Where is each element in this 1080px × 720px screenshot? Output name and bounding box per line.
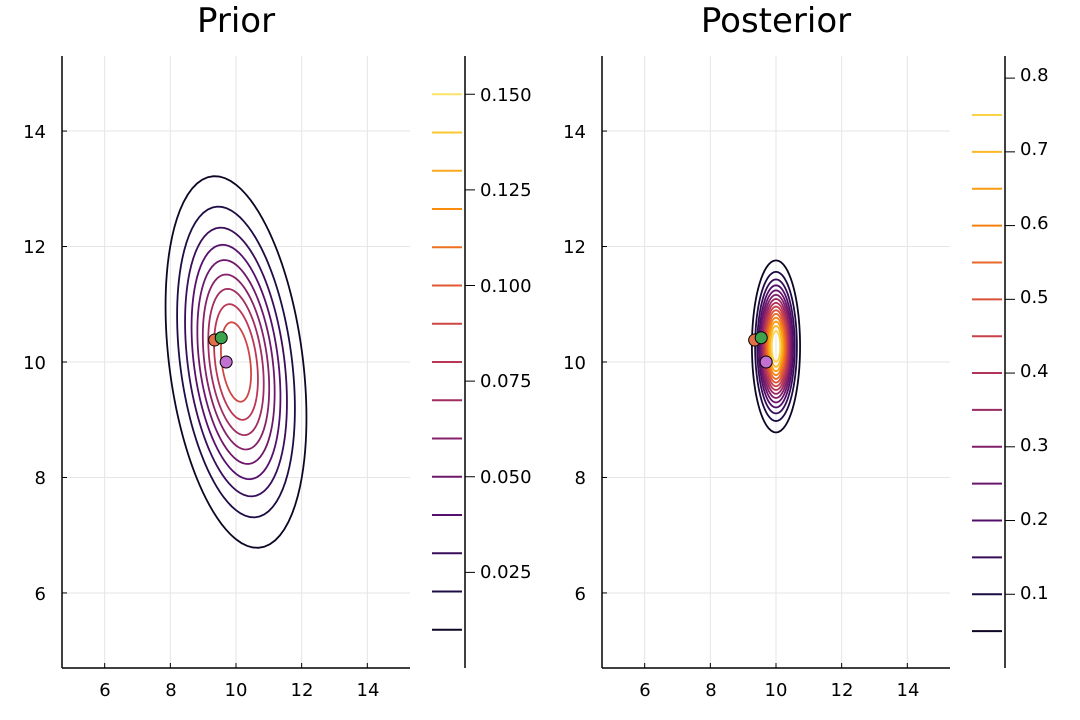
prior-contours: [164, 175, 308, 549]
contour-line: [184, 226, 288, 498]
prior-colorbar-ticks: [465, 93, 475, 573]
posterior-x-tick-label: 8: [705, 680, 716, 701]
contour-line: [757, 284, 795, 409]
prior-y-tick-label: 14: [23, 122, 46, 143]
posterior-title: Posterior: [701, 1, 851, 41]
prior-points: [208, 331, 233, 369]
prior-y-tick-label: 10: [23, 353, 46, 374]
contour-line: [770, 330, 782, 363]
prior-colorbar-tick-label: 0.100: [480, 276, 532, 297]
prior-colorbar-tick-label: 0.025: [480, 562, 532, 583]
posterior-x-tick-label: 6: [639, 680, 650, 701]
prior-x-tick-label: 12: [291, 680, 314, 701]
posterior-colorbar-tick-label: 0.6: [1020, 213, 1049, 234]
prior-colorbar-tick-label: 0.125: [480, 180, 532, 201]
prior-panel: Prior 6 8 10 12 14 6 8 10 12 14 0.025 0.…: [23, 1, 531, 701]
prior-x-tick-label: 6: [99, 680, 110, 701]
prior-y-tick-label: 12: [23, 237, 46, 258]
data-point: [214, 331, 228, 345]
posterior-colorbar-tick-label: 0.5: [1020, 287, 1049, 308]
posterior-y-ticks: 6 8 10 12 14: [563, 122, 586, 605]
posterior-y-tick-label: 8: [575, 468, 586, 489]
prior-y-tick-label: 8: [35, 468, 46, 489]
posterior-colorbar-tick-label: 0.3: [1020, 435, 1049, 456]
posterior-y-tick-label: 14: [563, 122, 586, 143]
prior-y-ticks: 6 8 10 12 14: [23, 122, 46, 605]
contour-line: [751, 259, 801, 434]
contour-line: [201, 273, 271, 451]
prior-grid: [62, 56, 410, 668]
posterior-colorbar-tick-label: 0.2: [1020, 509, 1049, 530]
contour-line: [196, 259, 276, 465]
posterior-points: [748, 331, 773, 369]
prior-colorbar-tick-label: 0.050: [480, 467, 532, 488]
prior-colorbar-tick-label: 0.150: [480, 85, 532, 106]
posterior-grid: [602, 56, 950, 668]
posterior-y-tick-label: 6: [575, 584, 586, 605]
contour-line: [765, 312, 787, 380]
contour-line: [176, 205, 296, 519]
prior-x-tick-label: 14: [357, 680, 380, 701]
posterior-y-tick-label: 12: [563, 237, 586, 258]
contour-line: [756, 278, 796, 415]
posterior-x-ticks: 6 8 10 12 14: [639, 680, 919, 701]
data-point: [754, 331, 768, 345]
posterior-x-tick-label: 14: [897, 680, 920, 701]
contour-line: [759, 289, 793, 404]
posterior-x-tick-label: 12: [831, 680, 854, 701]
contour-line: [768, 320, 784, 373]
contour-line: [190, 243, 282, 481]
contour-line: [761, 298, 791, 395]
contour-line: [764, 309, 788, 384]
contour-line: [769, 325, 783, 368]
contour-line: [763, 305, 789, 388]
contour-line: [213, 303, 259, 421]
prior-title: Prior: [197, 1, 275, 41]
prior-x-tick-label: 8: [165, 680, 176, 701]
posterior-colorbar-levels: [972, 113, 1002, 633]
contour-line: [164, 175, 308, 549]
prior-colorbar: 0.025 0.050 0.075 0.100 0.125 0.150: [432, 56, 532, 668]
posterior-x-tick-label: 10: [765, 680, 788, 701]
prior-x-ticks: 6 8 10 12 14: [99, 680, 379, 701]
contour-line: [207, 287, 265, 437]
posterior-colorbar-ticks: [1005, 77, 1015, 595]
contour-line: [767, 316, 785, 377]
contour-line: [762, 301, 790, 391]
posterior-colorbar-tick-label: 0.1: [1020, 583, 1049, 604]
prior-y-tick-label: 6: [35, 584, 46, 605]
prior-colorbar-tick-label: 0.075: [480, 371, 532, 392]
contour-line: [760, 293, 792, 399]
posterior-panel: Posterior 6 8 10 12 14 6 8 10 12 14 0.1 …: [563, 1, 1049, 701]
posterior-y-tick-label: 10: [563, 353, 586, 374]
prior-x-tick-label: 10: [225, 680, 248, 701]
data-point: [759, 355, 773, 369]
posterior-colorbar: 0.1 0.2 0.3 0.4 0.5 0.6 0.7 0.8: [972, 56, 1049, 668]
prior-colorbar-levels: [432, 93, 462, 631]
posterior-colorbar-tick-label: 0.7: [1020, 139, 1049, 160]
posterior-colorbar-tick-label: 0.4: [1020, 361, 1049, 382]
data-point: [219, 355, 233, 369]
posterior-colorbar-tick-label: 0.8: [1020, 65, 1049, 86]
